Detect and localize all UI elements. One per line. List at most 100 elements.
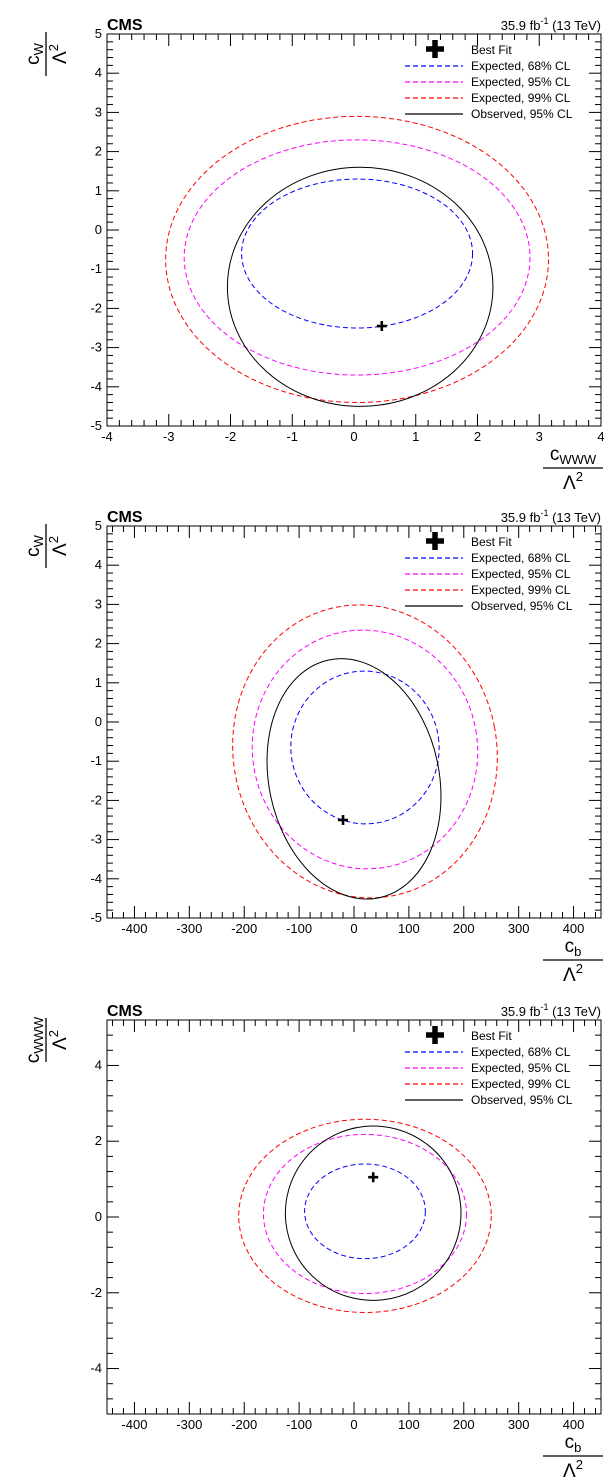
x-axis-title-numerator: cb [565, 936, 582, 959]
x-tick-label: 0 [350, 429, 357, 444]
legend-best-fit-marker [426, 1026, 444, 1044]
y-axis-title: cWWW Λ2 [23, 1016, 71, 1063]
y-tick-label: 2 [95, 1133, 102, 1148]
x-axis-title-numerator: cb [565, 1432, 582, 1455]
panel-3: -400 -300 -200 -100 0 100 200 300 400 -4 -2 0 2 4 CMS 3… [23, 1002, 603, 1479]
lumi-label: 35.9 fb-1 (13 TeV) [501, 1002, 601, 1019]
y-tick-label: 2 [95, 636, 102, 651]
y-axis-title-numerator: cW [23, 42, 46, 65]
x-tick-label: -4 [101, 429, 113, 444]
y-tick-label: -2 [90, 1285, 102, 1300]
y-axis-title-denominator: Λ2 [46, 44, 71, 64]
contour-series-4 [284, 1125, 462, 1301]
y-tick-label: 1 [95, 675, 102, 690]
x-axis-title-denominator: Λ2 [563, 469, 583, 494]
contour-series-4 [226, 166, 494, 407]
lumi-label: 35.9 fb-1 (13 TeV) [501, 16, 601, 33]
x-tick-label: -300 [176, 921, 202, 936]
x-tick-label: 200 [453, 1417, 475, 1432]
contour-series-2 [251, 629, 479, 870]
legend-label: Expected, 99% CL [471, 91, 571, 105]
legend-label: Expected, 99% CL [471, 583, 571, 597]
y-tick-label: 2 [95, 144, 102, 159]
contour-series-2 [262, 1133, 468, 1295]
legend-label: Expected, 68% CL [471, 59, 571, 73]
y-tick-label: -2 [90, 792, 102, 807]
x-axis-title-numerator: cWWW [550, 444, 597, 467]
contour-series-1 [241, 178, 474, 329]
x-tick-label: -400 [121, 921, 147, 936]
contour-series-2 [183, 139, 531, 376]
legend-label: Expected, 68% CL [471, 551, 571, 565]
y-tick-label: 0 [95, 222, 102, 237]
x-axis-title-denominator: Λ2 [563, 961, 583, 986]
legend-label: Expected, 95% CL [471, 75, 571, 89]
y-tick-label: -1 [90, 753, 102, 768]
x-tick-label: -400 [121, 1417, 147, 1432]
y-tick-label: 4 [95, 1057, 102, 1072]
y-tick-label: 3 [95, 596, 102, 611]
contour-series-3 [232, 604, 498, 899]
legend-best-fit-marker [426, 40, 444, 58]
x-tick-label: -200 [231, 921, 257, 936]
legend-label: Best Fit [471, 43, 512, 57]
y-tick-label: 1 [95, 183, 102, 198]
legend-label: Expected, 95% CL [471, 1061, 571, 1075]
legend-best-fit-marker [426, 532, 444, 550]
x-tick-label: 2 [474, 429, 481, 444]
x-tick-label: 200 [453, 921, 475, 936]
lumi-label: 35.9 fb-1 (13 TeV) [501, 508, 601, 525]
y-tick-label: 4 [95, 557, 102, 572]
contour-series-3 [165, 115, 550, 403]
y-tick-label: -1 [90, 261, 102, 276]
legend-label: Expected, 68% CL [471, 1045, 571, 1059]
legend-label: Observed, 95% CL [471, 107, 573, 121]
y-tick-label: 0 [95, 1209, 102, 1224]
x-tick-label: 100 [398, 921, 420, 936]
y-tick-label: -4 [90, 1361, 102, 1376]
experiment-label: CMS [107, 17, 143, 34]
x-tick-label: 300 [508, 1417, 530, 1432]
y-axis-title-numerator: cW [23, 534, 46, 557]
legend-label: Observed, 95% CL [471, 599, 573, 613]
y-tick-label: 5 [95, 26, 102, 41]
x-tick-label: 300 [508, 921, 530, 936]
y-axis-title-numerator: cWWW [23, 1016, 46, 1063]
legend-label: Best Fit [471, 1029, 512, 1043]
y-tick-label: 3 [95, 104, 102, 119]
x-tick-label: 0 [350, 921, 357, 936]
x-tick-label: 400 [563, 1417, 585, 1432]
x-tick-label: 3 [536, 429, 543, 444]
x-tick-label: 100 [398, 1417, 420, 1432]
best-fit-marker [376, 321, 387, 332]
contour-series-4 [266, 658, 442, 900]
y-tick-label: -3 [90, 832, 102, 847]
y-tick-label: -4 [90, 871, 102, 886]
x-tick-label: 0 [350, 1417, 357, 1432]
legend-label: Expected, 99% CL [471, 1077, 571, 1091]
y-tick-label: 4 [95, 65, 102, 80]
best-fit-marker [338, 815, 349, 825]
y-tick-label: -4 [90, 379, 102, 394]
x-tick-label: 1 [412, 429, 419, 444]
legend-label: Observed, 95% CL [471, 1093, 573, 1107]
contour-series-1 [304, 1163, 426, 1260]
y-axis-title-denominator: Λ2 [46, 1030, 71, 1050]
legend-label: Expected, 95% CL [471, 567, 571, 581]
x-tick-label: -100 [286, 1417, 312, 1432]
y-tick-label: -5 [90, 910, 102, 925]
x-tick-label: 400 [563, 921, 585, 936]
x-tick-label: -300 [176, 1417, 202, 1432]
legend-label: Best Fit [471, 535, 512, 549]
x-tick-label: 4 [597, 429, 604, 444]
x-tick-label: -3 [163, 429, 175, 444]
x-tick-label: -200 [231, 1417, 257, 1432]
x-tick-label: -100 [286, 921, 312, 936]
x-axis-title-denominator: Λ2 [563, 1457, 583, 1479]
y-tick-label: -2 [90, 300, 102, 315]
x-tick-label: -1 [286, 429, 298, 444]
